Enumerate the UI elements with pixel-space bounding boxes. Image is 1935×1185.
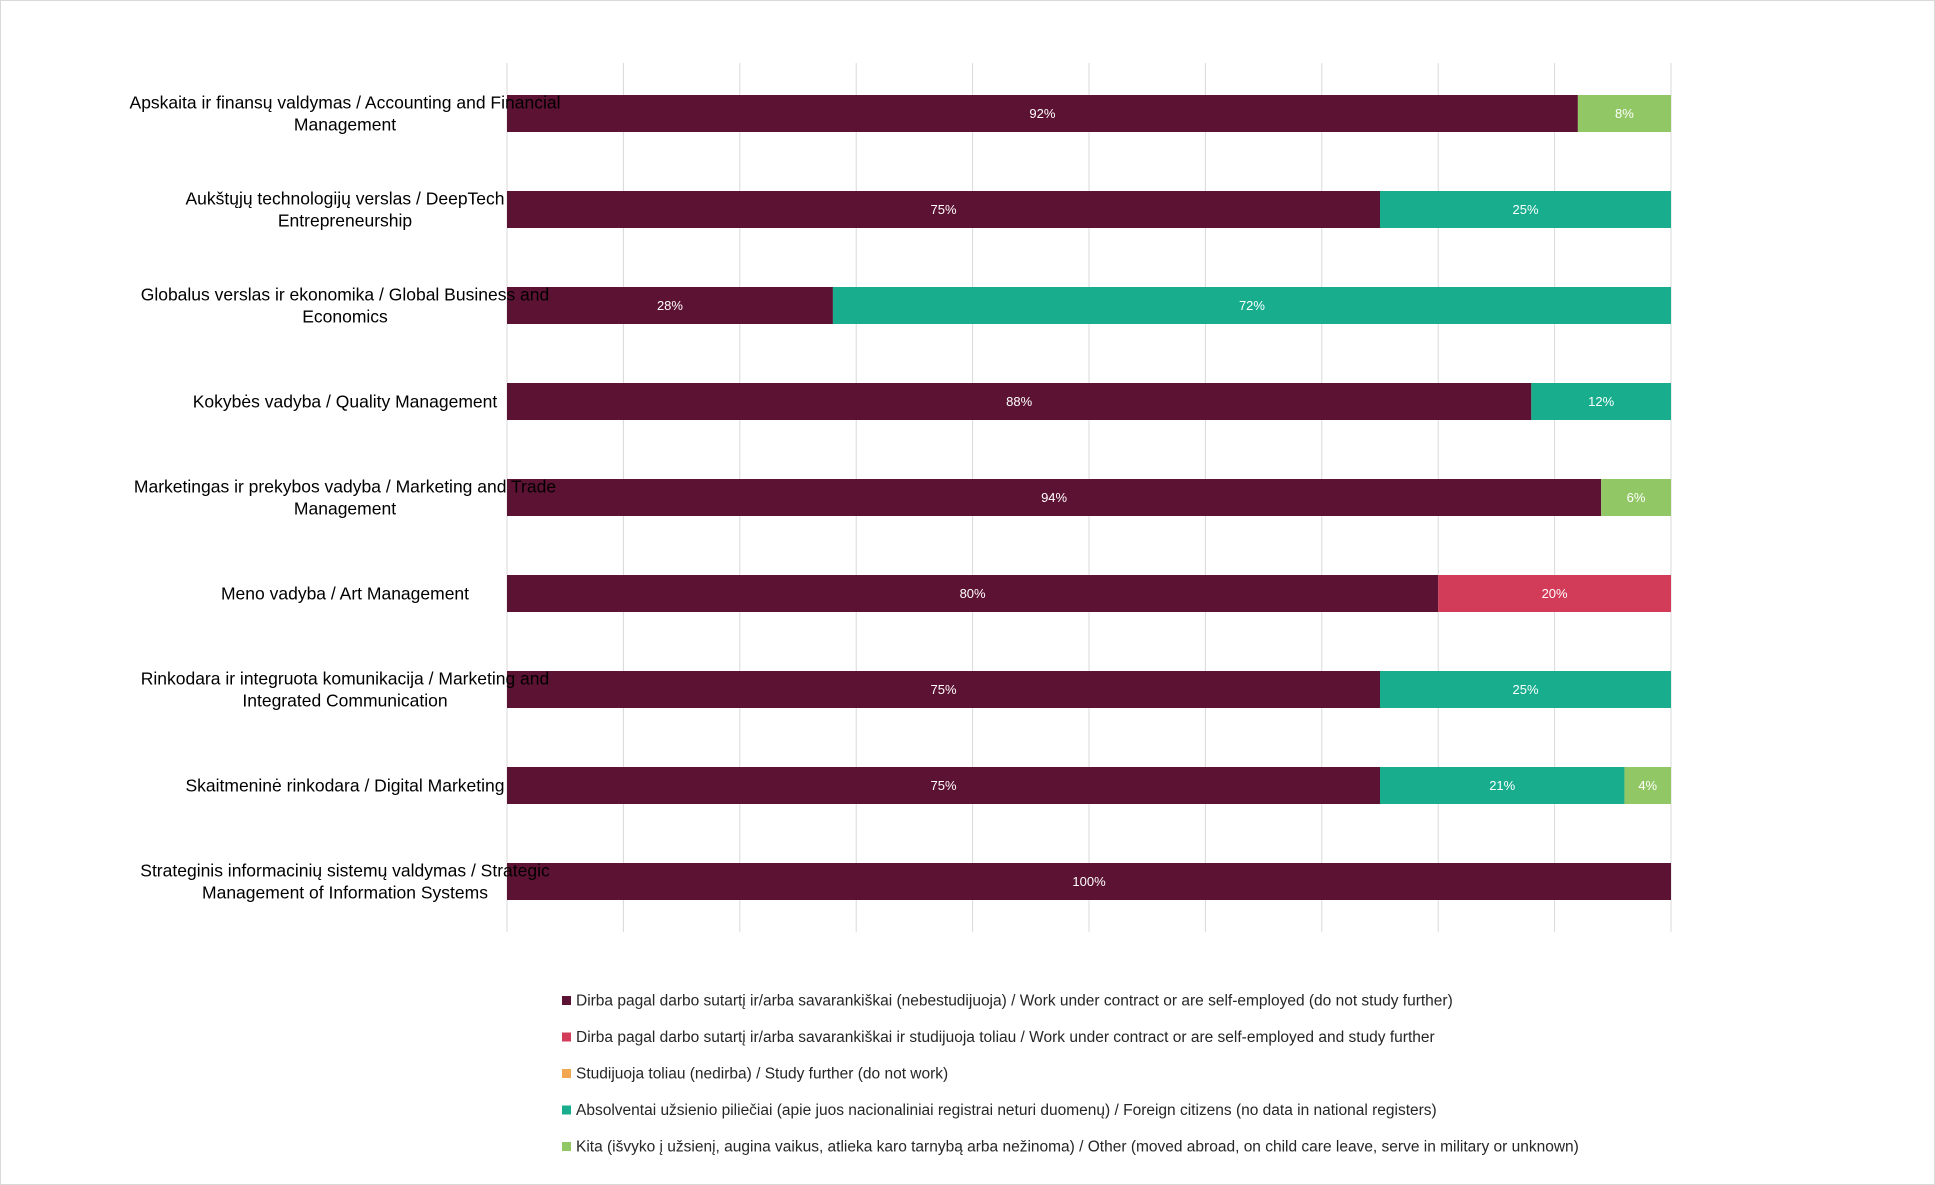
bar-segment <box>1531 383 1671 420</box>
data-label: 25% <box>1512 682 1538 697</box>
bar-segment <box>1380 671 1671 708</box>
category-label: Management <box>294 115 396 135</box>
category-label: Economics <box>302 307 388 327</box>
data-label: 21% <box>1489 778 1515 793</box>
data-label: 75% <box>930 778 956 793</box>
bar-segment <box>1438 575 1671 612</box>
category-label: Entrepreneurship <box>278 211 412 231</box>
legend-label: Kita (išvyko į užsienį, augina vaikus, a… <box>576 1139 1579 1156</box>
bars: 92% 8% 75% 25% 28% 72% 88% 12% 94% 6% 80% 20% 75% 25%… <box>507 95 1671 900</box>
bar-segment <box>832 287 1671 324</box>
category-label: Aukštųjų technologijų verslas / DeepTech <box>185 189 504 209</box>
data-label: 92% <box>1029 106 1055 121</box>
category-label: Strateginis informacinių sistemų valdyma… <box>140 861 550 881</box>
data-label: 88% <box>1006 394 1032 409</box>
data-label: 25% <box>1512 202 1538 217</box>
category-label: Globalus verslas ir ekonomika / Global B… <box>141 285 550 305</box>
bar-segment <box>1577 95 1671 132</box>
category-label: Apskaita ir finansų valdymas / Accountin… <box>130 93 561 113</box>
bar-segment <box>507 767 1380 804</box>
bar-segment <box>507 383 1532 420</box>
data-label: 80% <box>960 586 986 601</box>
legend-label: Dirba pagal darbo sutartį ir/arba savara… <box>576 993 1453 1010</box>
data-label: 75% <box>930 682 956 697</box>
legend-swatch <box>562 1105 571 1115</box>
category-label: Kokybės vadyba / Quality Management <box>193 392 498 412</box>
data-label: 72% <box>1239 298 1265 313</box>
data-label: 6% <box>1627 490 1646 505</box>
legend-label: Dirba pagal darbo sutartį ir/arba savara… <box>576 1029 1435 1046</box>
legend-label: Absolventai užsienio piliečiai (apie juo… <box>576 1102 1437 1119</box>
bar-segment <box>507 575 1439 612</box>
legend-swatch <box>562 996 571 1005</box>
legend-swatch <box>562 1032 571 1042</box>
bar-segment <box>1380 767 1625 804</box>
legend-label: Studijuoja toliau (nedirba) / Study furt… <box>576 1066 948 1083</box>
bar-segment <box>507 191 1380 228</box>
bar-segment <box>507 95 1578 132</box>
data-label: 12% <box>1588 394 1614 409</box>
bar-segment <box>507 479 1602 516</box>
category-labels: Apskaita ir finansų valdymas / Accountin… <box>130 93 561 903</box>
category-label: Integrated Communication <box>242 691 447 711</box>
category-label: Skaitmeninė rinkodara / Digital Marketin… <box>185 776 504 796</box>
bar-segment <box>507 287 833 324</box>
category-label: Management <box>294 499 396 519</box>
data-label: 100% <box>1072 874 1106 889</box>
category-label: Meno vadyba / Art Management <box>221 584 469 604</box>
bar-segment <box>507 671 1380 708</box>
category-label: Rinkodara ir integruota komunikacija / M… <box>141 669 550 689</box>
data-label: 28% <box>657 298 683 313</box>
bar-segment <box>1601 479 1671 516</box>
category-label: Management of Information Systems <box>202 883 488 903</box>
data-label: 75% <box>930 202 956 217</box>
bar-segment <box>1380 191 1671 228</box>
data-label: 4% <box>1638 778 1657 793</box>
legend: Dirba pagal darbo sutartį ir/arba savara… <box>562 993 1579 1156</box>
data-label: 94% <box>1041 490 1067 505</box>
data-label: 8% <box>1615 106 1634 121</box>
legend-swatch <box>562 1142 571 1151</box>
data-label: 20% <box>1542 586 1568 601</box>
legend-swatch <box>562 1069 571 1078</box>
bar-segment <box>1624 767 1671 804</box>
category-label: Marketingas ir prekybos vadyba / Marketi… <box>134 477 556 497</box>
bar-segment <box>507 863 1671 900</box>
